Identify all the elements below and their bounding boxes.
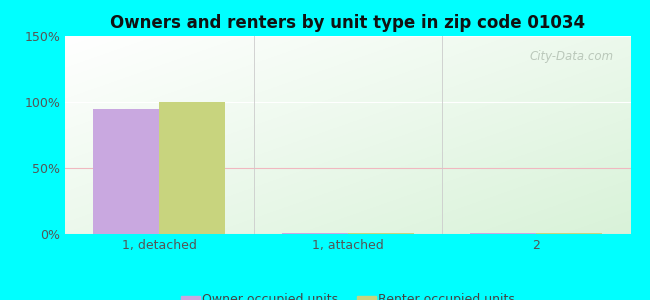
Bar — [281, 233, 348, 234]
Bar — [94, 109, 159, 234]
Bar — [348, 233, 413, 234]
Bar — [536, 233, 602, 234]
Bar — [470, 233, 536, 234]
Text: City-Data.com: City-Data.com — [529, 50, 614, 63]
Bar — [159, 102, 225, 234]
Title: Owners and renters by unit type in zip code 01034: Owners and renters by unit type in zip c… — [111, 14, 585, 32]
Legend: Owner occupied units, Renter occupied units: Owner occupied units, Renter occupied un… — [176, 288, 520, 300]
